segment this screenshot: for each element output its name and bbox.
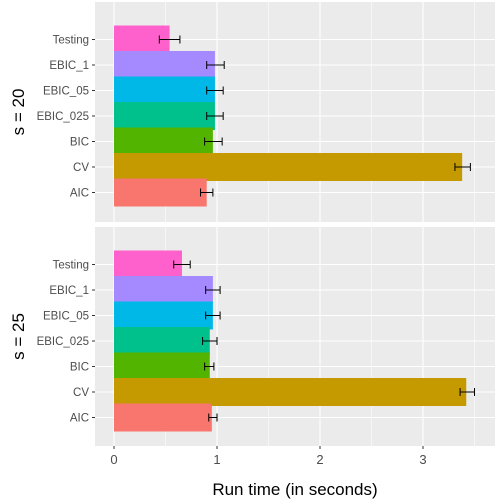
bar-ebic-05	[114, 76, 215, 105]
x-tick-label: 2	[316, 452, 323, 467]
bar-bic	[114, 127, 213, 156]
error-bar	[205, 311, 221, 320]
bar-ebic-1	[114, 51, 215, 79]
y-tick-label: EBIC_05	[43, 86, 89, 98]
bar-aic	[114, 403, 212, 432]
y-tick-label: EBIC_025	[37, 336, 89, 348]
error-bar	[208, 413, 218, 422]
bar-cv	[114, 153, 463, 181]
bar-ebic-025	[114, 327, 210, 355]
error-bar	[204, 362, 215, 371]
error-bar	[459, 388, 475, 396]
y-tick-label: Testing	[53, 35, 89, 47]
y-tick-label: EBIC_1	[49, 285, 89, 297]
error-bar	[205, 286, 221, 294]
error-bar	[204, 137, 223, 146]
y-tick-label: AIC	[70, 188, 89, 200]
x-tick-label: 1	[213, 452, 220, 467]
facet-label: s = 20	[9, 89, 28, 136]
error-bar	[454, 163, 471, 171]
y-tick-label: CV	[73, 387, 89, 399]
bar-aic	[114, 178, 207, 207]
y-tick-label: EBIC_05	[43, 311, 89, 323]
bar-ebic-05	[114, 301, 213, 330]
x-tick-label: 3	[419, 452, 426, 467]
error-bar	[206, 86, 224, 95]
y-tick-label: BIC	[70, 137, 89, 149]
x-axis: 0 1 2 3	[110, 446, 427, 467]
bar-cv	[114, 378, 467, 406]
facet-label: s = 25	[9, 313, 28, 360]
facet-panel: Testing EBIC_1 EBIC_05 EBIC_025 BIC CV AIC s = …	[9, 2, 495, 222]
y-tick-label: Testing	[53, 260, 89, 272]
x-axis-title: Run time (in seconds)	[212, 480, 377, 499]
error-bar	[173, 260, 191, 269]
y-tick-label: EBIC_025	[37, 111, 89, 123]
y-tick-label: CV	[73, 162, 89, 174]
error-bar	[158, 35, 181, 44]
bar-testing	[114, 250, 182, 279]
error-bar	[200, 188, 214, 197]
facet-panel: Testing EBIC_1 EBIC_05 EBIC_025 BIC CV AIC s = …	[9, 227, 495, 446]
bar-bic	[114, 352, 210, 381]
x-tick-label: 0	[110, 452, 117, 467]
error-bar	[202, 337, 218, 345]
y-tick-label: AIC	[70, 413, 89, 425]
error-bar	[206, 61, 225, 69]
bar-ebic-025	[114, 102, 215, 130]
y-tick-label: EBIC_1	[49, 60, 89, 72]
y-tick-label: BIC	[70, 362, 89, 374]
bar-ebic-1	[114, 276, 213, 304]
panels-layer: Testing EBIC_1 EBIC_05 EBIC_025 BIC CV AIC s = …	[9, 2, 495, 446]
error-bar	[206, 112, 224, 120]
